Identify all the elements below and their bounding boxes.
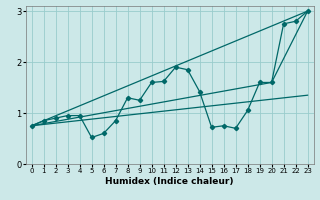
X-axis label: Humidex (Indice chaleur): Humidex (Indice chaleur): [105, 177, 234, 186]
